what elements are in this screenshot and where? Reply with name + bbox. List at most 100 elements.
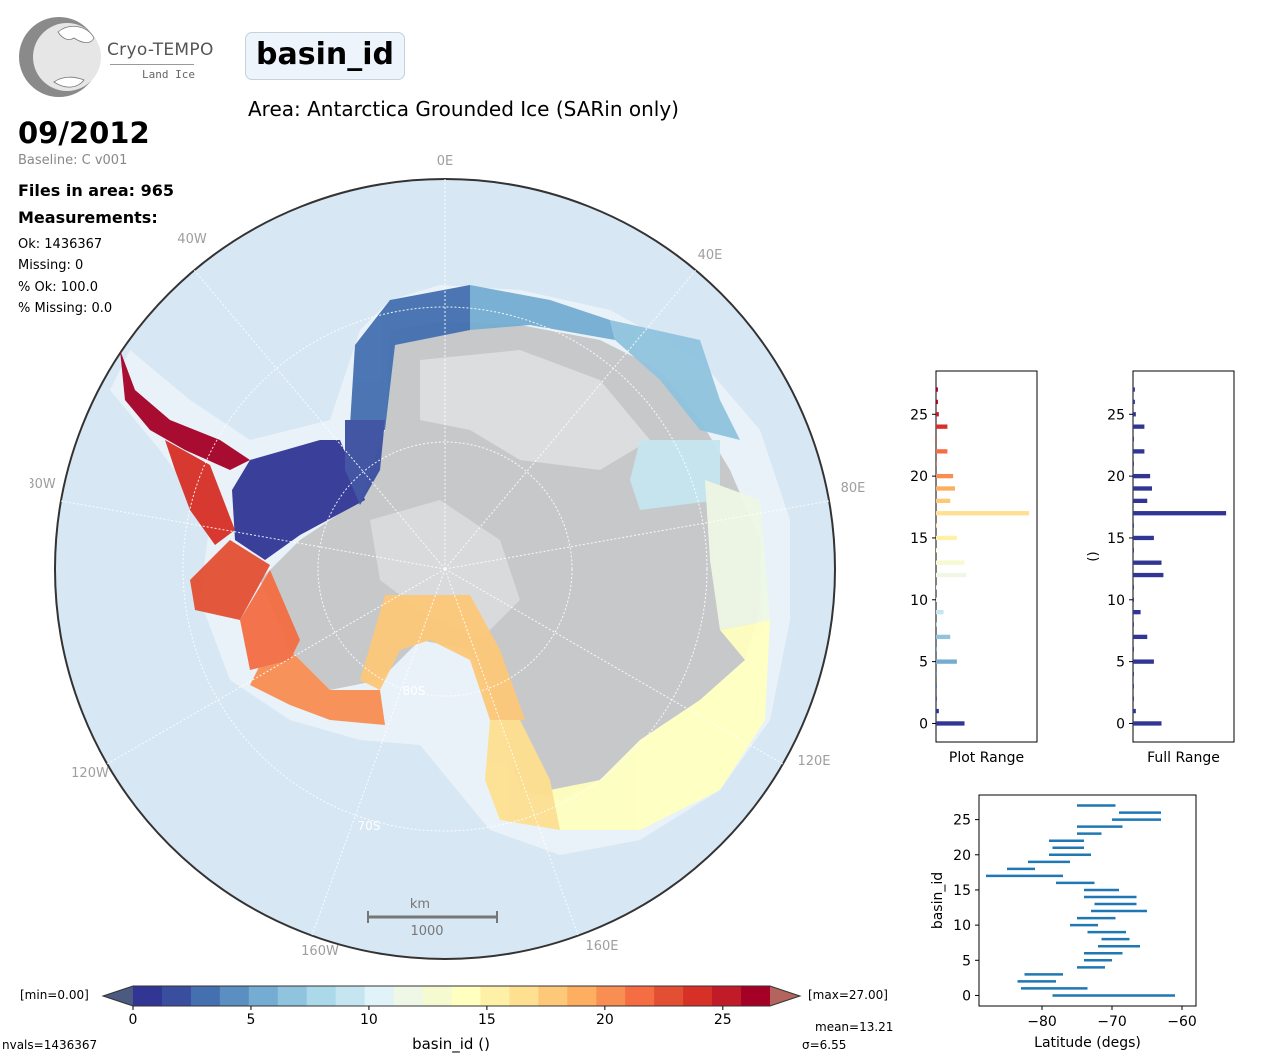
histogram-bar — [1133, 684, 1134, 689]
basin-swath — [350, 285, 470, 430]
logo-name: Cryo-TEMPO — [107, 40, 214, 60]
histogram-bar — [936, 486, 955, 491]
histogram-ytick-label: 20 — [1107, 469, 1125, 485]
histogram-bar — [936, 461, 937, 466]
range-plot-ylabel: basin_id — [930, 872, 946, 929]
colorbar-cell — [422, 986, 452, 1006]
colorbar-tick-label: 5 — [247, 1012, 256, 1028]
colorbar-under-arrow — [103, 986, 133, 1006]
histogram-bar — [936, 511, 1030, 516]
files-count: Files in area: 965 — [18, 181, 174, 200]
basin-swath — [705, 480, 770, 630]
colorbar-cell — [133, 986, 163, 1006]
range-plot-ytick-label: 0 — [962, 988, 971, 1004]
measurements-heading: Measurements: — [18, 208, 158, 227]
histogram-bar — [1133, 609, 1141, 615]
histogram-bar — [936, 696, 937, 701]
parameter-title: basin_id — [245, 32, 405, 80]
histogram-bar — [1133, 721, 1162, 726]
range-plot-xlabel: Latitude (degs) — [1034, 1035, 1141, 1051]
histogram-bar — [936, 622, 937, 627]
lon-label-40w: 40W — [177, 232, 207, 247]
pct-ok: % Ok: 100.0 — [18, 280, 98, 295]
basin-swath — [610, 320, 740, 440]
histogram-bar — [1133, 387, 1135, 392]
date-label: 09/2012 — [18, 116, 150, 150]
colorbar-cell — [538, 986, 568, 1006]
colorbar-cell — [567, 986, 597, 1006]
colorbar: [min=0.00] [max=27.00] 0 5 10 15 20 25 basin_… — [2, 985, 893, 1054]
colorbar-tick-label: 0 — [129, 1012, 138, 1028]
basin-swath — [360, 595, 525, 720]
colorbar-cell — [219, 986, 250, 1006]
histogram-bar — [1133, 634, 1148, 640]
colorbar-cell — [509, 986, 539, 1006]
range-plot-ytick-label: 20 — [953, 848, 971, 864]
colorbar-over-arrow — [770, 986, 800, 1006]
basin-swath — [550, 620, 770, 830]
histogram-plot-range: 0 5 10 15 20 25 Plot Range — [910, 370, 1038, 766]
colorbar-tick-label: 25 — [714, 1012, 732, 1028]
lon-label-160e: 160E — [585, 939, 618, 954]
histogram-ylabel: () — [1086, 551, 1101, 561]
colorbar-cell — [654, 986, 684, 1006]
logo-divider — [110, 64, 194, 65]
histogram-bar — [936, 572, 967, 578]
histogram-bar — [1133, 671, 1134, 677]
lat-label-70s: 70S — [358, 819, 381, 833]
colorbar-tick-label: 15 — [478, 1012, 496, 1028]
logo-subtitle: Land Ice — [142, 68, 195, 81]
colorbar-cell — [480, 986, 510, 1006]
histogram-bar — [936, 708, 939, 714]
basin-swath — [232, 440, 365, 560]
colorbar-cell — [712, 986, 742, 1006]
histogram-bar — [936, 498, 951, 504]
colorbar-cell — [625, 986, 655, 1006]
histogram-bar — [1133, 523, 1134, 528]
colorbar-cell — [248, 986, 279, 1006]
histogram-bar — [936, 449, 948, 454]
graticule-70s — [182, 306, 708, 832]
lon-label-80e: 80E — [841, 481, 866, 496]
ice-texture — [420, 350, 650, 470]
colorbar-cell — [161, 986, 192, 1006]
ok-count: Ok: 1436367 — [18, 237, 103, 252]
graticule — [60, 179, 830, 936]
histogram-xlabel: Full Range — [1147, 750, 1220, 766]
basin-swath — [165, 440, 235, 545]
histogram-bar — [936, 671, 937, 677]
missing-count: Missing: 0 — [18, 258, 84, 273]
histogram-bar — [936, 387, 938, 392]
histogram-bar — [1133, 585, 1134, 590]
histogram-bar — [936, 585, 937, 590]
histogram-ytick-label: 5 — [919, 655, 928, 671]
histogram-bar — [936, 560, 965, 565]
histogram-bar — [1133, 696, 1134, 701]
basin-swath — [630, 440, 720, 510]
colorbar-cell — [451, 986, 481, 1006]
histogram-bar — [936, 634, 951, 640]
histogram-bar — [936, 535, 957, 541]
histogram-bar — [1133, 436, 1134, 442]
basin-swath — [345, 420, 385, 505]
sigma-label: σ=6.55 — [802, 1038, 846, 1052]
histogram-ytick-label: 25 — [1107, 407, 1125, 423]
lon-label-40e: 40E — [698, 248, 723, 263]
histogram-bar — [936, 721, 965, 726]
colorbar-cell — [741, 986, 771, 1006]
histogram-xlabel: Plot Range — [949, 750, 1024, 766]
colorbar-label: basin_id () — [412, 1035, 490, 1054]
histogram-bar — [936, 647, 937, 652]
range-plot-xtick-label: −70 — [1097, 1014, 1127, 1030]
histogram-bar — [1133, 486, 1152, 491]
histogram-ytick-label: 15 — [910, 531, 928, 547]
cryo-tempo-logo — [19, 17, 101, 97]
basin-swaths — [120, 285, 770, 830]
mean-label: mean=13.21 — [815, 1020, 893, 1034]
pct-missing: % Missing: 0.0 — [18, 301, 113, 316]
lon-label-120e: 120E — [797, 754, 830, 769]
scale-bar-unit: km — [410, 897, 430, 912]
histogram-bar — [1133, 424, 1145, 429]
area-title: Area: Antarctica Grounded Ice (SARin onl… — [248, 97, 679, 121]
scale-bar: km 1000 — [367, 897, 498, 939]
